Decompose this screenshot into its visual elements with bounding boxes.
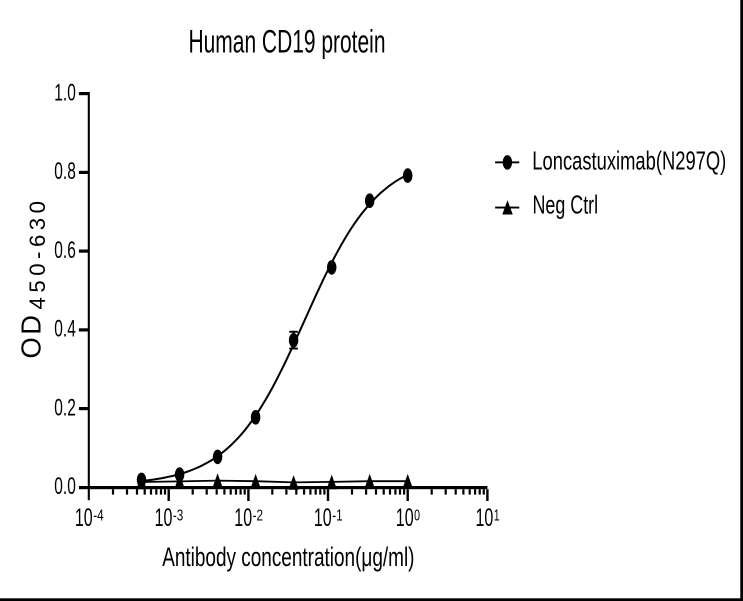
svg-text:-3: -3 (173, 507, 183, 524)
svg-text:0.0: 0.0 (54, 473, 76, 500)
svg-text:-4: -4 (93, 507, 103, 524)
svg-text:10: 10 (155, 505, 173, 532)
svg-text:10: 10 (314, 505, 332, 532)
svg-text:10: 10 (396, 505, 414, 532)
svg-text:Neg Ctrl: Neg Ctrl (533, 191, 599, 219)
svg-text:10: 10 (75, 505, 93, 532)
svg-text:0.6: 0.6 (54, 237, 76, 264)
svg-text:Loncastuximab(N297Q): Loncastuximab(N297Q) (532, 148, 726, 176)
svg-text:Human CD19 protein: Human CD19 protein (189, 24, 386, 60)
svg-text:0.2: 0.2 (54, 394, 76, 421)
svg-text:Antibody concentration(μg/ml): Antibody concentration(μg/ml) (162, 541, 414, 572)
svg-text:0.4: 0.4 (54, 316, 76, 343)
svg-text:0: 0 (414, 507, 420, 524)
svg-text:1: 1 (494, 507, 500, 524)
svg-text:450-630: 450-630 (25, 201, 50, 310)
svg-text:-1: -1 (332, 507, 342, 524)
svg-text:1.0: 1.0 (54, 79, 76, 106)
svg-text:0.8: 0.8 (54, 158, 76, 185)
svg-text:-2: -2 (253, 507, 263, 524)
svg-text:10: 10 (234, 505, 252, 532)
svg-text:10: 10 (476, 505, 494, 532)
